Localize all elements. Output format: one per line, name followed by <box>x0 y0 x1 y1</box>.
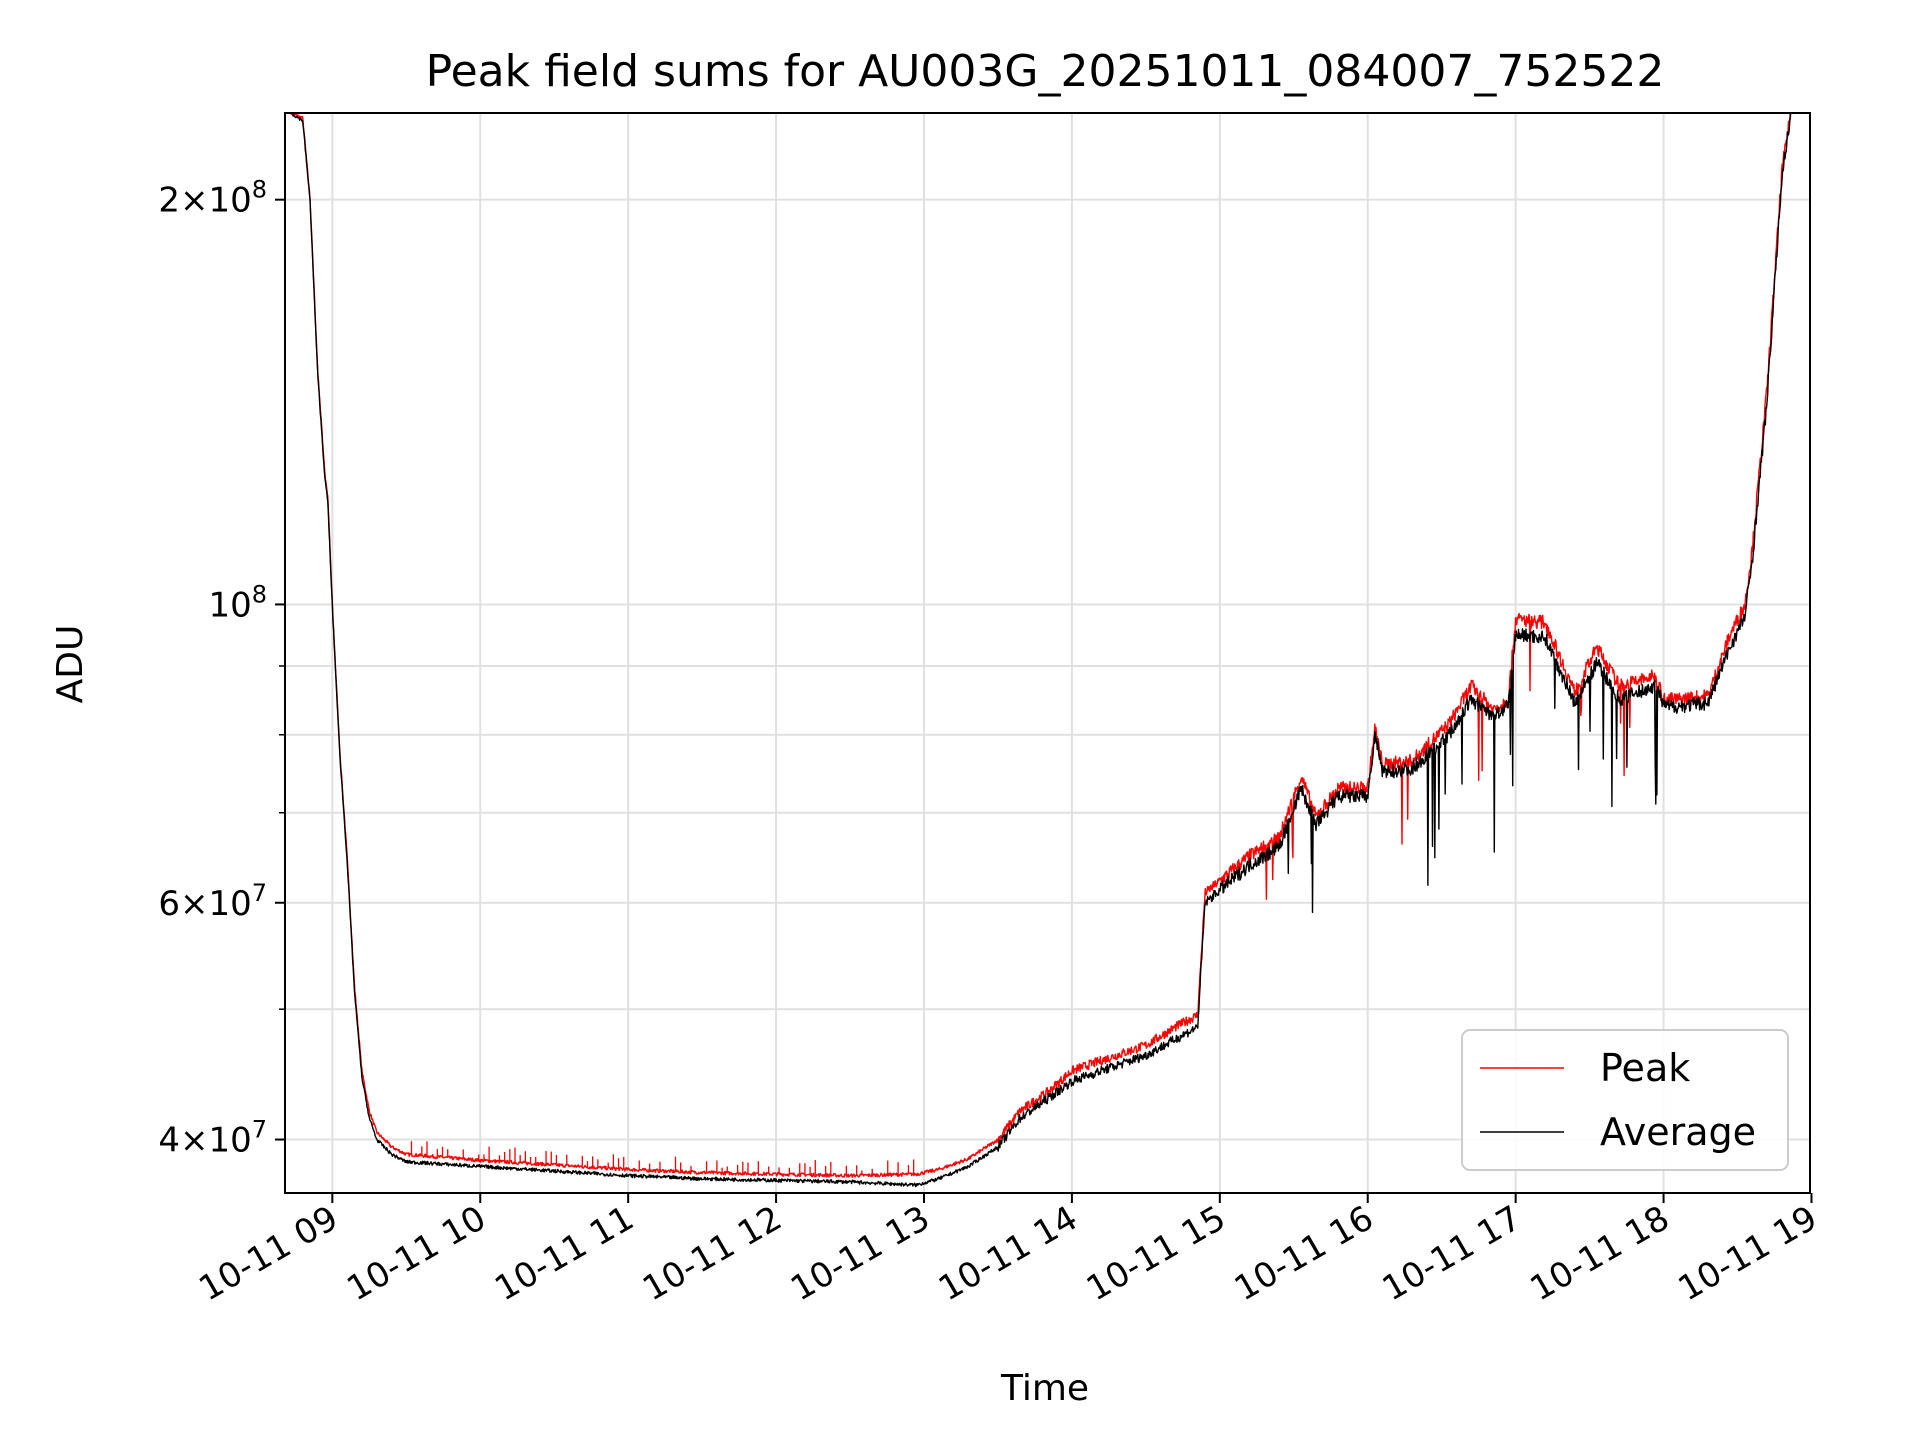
legend: Peak Average <box>1461 1029 1789 1171</box>
legend-frame <box>1461 1029 1789 1171</box>
grid <box>285 113 1810 1193</box>
legend-label-peak: Peak <box>1600 1046 1690 1090</box>
y-axis: 4×107 6×107 108 2×108 <box>158 176 285 1161</box>
y-tick-label: 2×108 <box>158 176 267 221</box>
y-tick-label: 4×107 <box>158 1116 267 1161</box>
legend-label-average: Average <box>1600 1110 1756 1154</box>
series-line-average <box>290 112 1792 1188</box>
peak-spikes <box>410 1141 915 1176</box>
chart-title: Peak field sums for AU003G_20251011_0840… <box>426 46 1665 97</box>
x-axis-label: Time <box>1000 1368 1089 1409</box>
series-layer <box>290 112 1792 1188</box>
y-tick-label: 108 <box>208 580 267 625</box>
y-axis-label: ADU <box>50 625 91 704</box>
y-tick-label: 6×107 <box>158 879 267 924</box>
plot-frame <box>284 112 1811 1194</box>
